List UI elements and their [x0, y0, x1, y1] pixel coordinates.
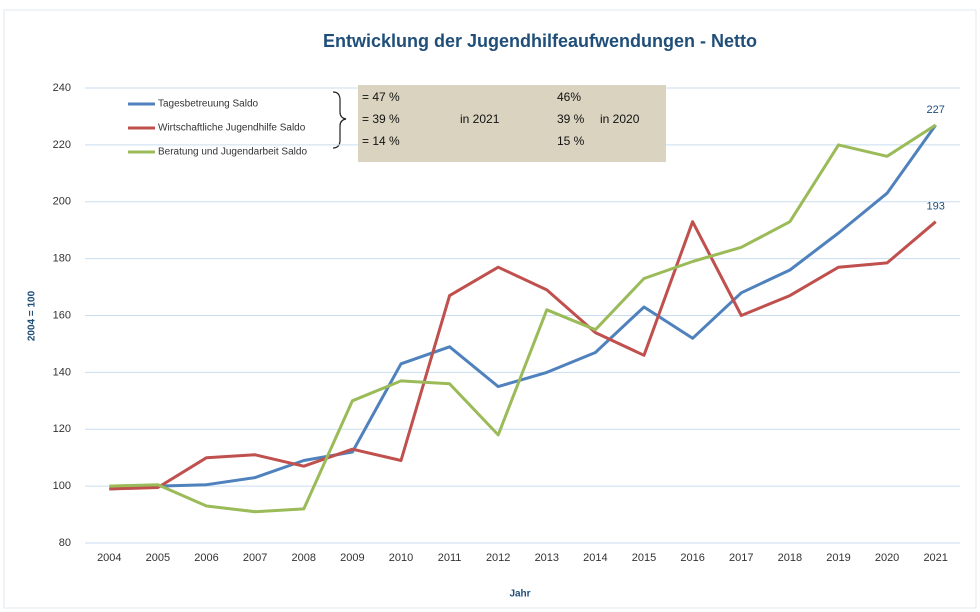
- share-year: in 2020: [600, 112, 640, 126]
- brace: [332, 91, 347, 149]
- x-tick-label: 2014: [583, 552, 607, 564]
- x-axis-label: Jahr: [509, 589, 530, 600]
- share-year: in 2021: [460, 112, 500, 126]
- x-tick-label: 2016: [680, 552, 704, 564]
- x-tick-label: 2004: [97, 552, 121, 564]
- share-value: 46%: [557, 90, 581, 104]
- x-tick-label: 2006: [194, 552, 218, 564]
- x-tick-label: 2010: [389, 552, 413, 564]
- x-tick-label: 2019: [826, 552, 850, 564]
- data-label: 227: [927, 104, 945, 116]
- y-tick-label: 240: [53, 82, 71, 94]
- x-tick-label: 2020: [875, 552, 899, 564]
- x-tick-label: 2008: [292, 552, 316, 564]
- x-tick-label: 2007: [243, 552, 267, 564]
- x-tick-label: 2021: [923, 552, 947, 564]
- series-line: [109, 123, 937, 514]
- y-tick-label: 80: [59, 537, 71, 549]
- y-tick-label: 120: [53, 423, 71, 435]
- y-tick-label: 200: [53, 196, 71, 208]
- y-tick-label: 140: [53, 366, 71, 378]
- x-tick-label: 2013: [535, 552, 559, 564]
- share-value: 39 %: [557, 112, 585, 126]
- share-value: = 14 %: [362, 134, 400, 148]
- x-tick-label: 2011: [438, 552, 462, 564]
- y-tick-label: 220: [53, 139, 71, 151]
- x-tick-label: 2012: [486, 552, 510, 564]
- legend-label: Beratung und Jugendarbeit Saldo: [158, 147, 307, 158]
- share-value: = 47 %: [362, 90, 400, 104]
- chart-frame: [3, 9, 977, 609]
- share-value: 15 %: [557, 134, 585, 148]
- x-tick-label: 2015: [632, 552, 656, 564]
- x-tick-label: 2009: [340, 552, 364, 564]
- chart-title: Entwicklung der Jugendhilfeaufwendungen …: [323, 31, 757, 51]
- data-label: 193: [927, 201, 945, 213]
- x-tick-label: 2017: [729, 552, 753, 564]
- legend-label: Tagesbetreuung Saldo: [158, 99, 259, 110]
- legend-label: Wirtschaftliche Jugendhilfe Saldo: [158, 123, 306, 134]
- series-line: [109, 220, 937, 491]
- x-tick-label: 2005: [146, 552, 170, 564]
- series-line: [109, 124, 937, 491]
- y-tick-label: 160: [53, 309, 71, 321]
- share-value: = 39 %: [362, 112, 400, 126]
- share-box: [358, 85, 666, 162]
- x-tick-label: 2018: [778, 552, 802, 564]
- y-tick-label: 100: [53, 480, 71, 492]
- y-axis-label: 2004 = 100: [27, 290, 38, 341]
- y-tick-label: 180: [53, 253, 71, 265]
